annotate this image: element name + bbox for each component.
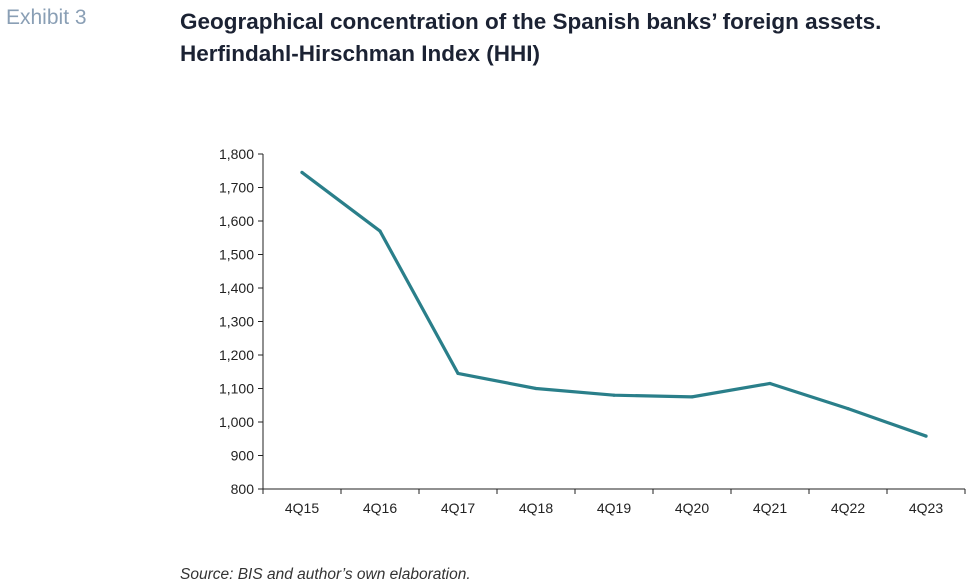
source-note: Source: BIS and author’s own elaboration… (180, 566, 471, 583)
x-axis: 4Q15 4Q16 4Q17 4Q18 4Q19 4Q20 4Q21 4Q22 4Q23 (262, 488, 966, 516)
data-point (768, 381, 772, 386)
data-point (924, 434, 928, 438)
y-tick-label: 1,700 (219, 180, 254, 196)
data-point (456, 371, 460, 376)
y-tick-label: 1,400 (219, 280, 254, 296)
x-tick-label: 4Q19 (597, 500, 631, 516)
y-tick-label: 1,800 (219, 146, 254, 162)
x-tick-label: 4Q16 (363, 500, 397, 516)
data-point (378, 229, 382, 233)
y-axis: 800 900 1,000 1,100 1,200 1,300 1,400 1,500 1,60… (219, 146, 264, 497)
y-tick-label: 1,100 (219, 381, 254, 397)
y-tick-label: 1,500 (219, 247, 254, 263)
y-tick-label: 1,300 (219, 314, 254, 330)
x-tick-label: 4Q18 (519, 500, 553, 516)
data-point (534, 386, 538, 391)
data-point (612, 393, 616, 397)
x-tick-label: 4Q17 (441, 500, 475, 516)
x-tick-label: 4Q22 (831, 500, 865, 516)
x-tick-label: 4Q21 (753, 500, 787, 516)
y-tick-label: 1,000 (219, 414, 254, 430)
data-point (846, 407, 850, 411)
chart-title: Geographical concentration of the Spanis… (180, 9, 882, 66)
data-point (690, 395, 694, 399)
x-tick-label: 4Q15 (285, 500, 319, 516)
data-point (300, 170, 304, 175)
x-tick-label: 4Q23 (909, 500, 943, 516)
y-tick-label: 1,200 (219, 347, 254, 363)
exhibit-label: Exhibit 3 (6, 6, 87, 29)
series-group (300, 170, 928, 438)
y-tick-label: 1,600 (219, 213, 254, 229)
y-tick-label: 800 (231, 481, 255, 497)
y-tick-label: 900 (231, 448, 255, 464)
x-tick-label: 4Q20 (675, 500, 709, 516)
